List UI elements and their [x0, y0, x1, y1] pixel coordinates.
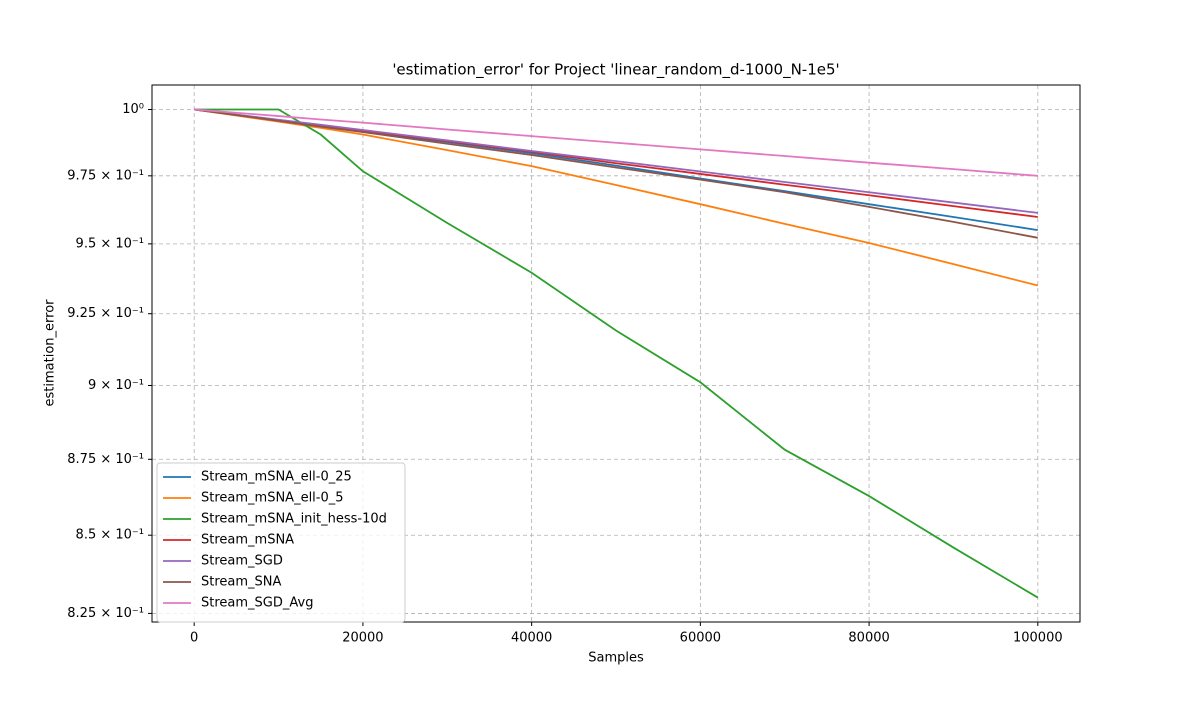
- x-tick-label: 100000: [1013, 631, 1063, 646]
- legend-label: Stream_SNA: [201, 575, 282, 590]
- series-line: [194, 108, 1038, 177]
- legend-label: Stream_mSNA_ell-0_25: [201, 470, 352, 485]
- y-axis-label: estimation_error: [43, 299, 58, 407]
- x-tick-label: 40000: [511, 631, 552, 646]
- y-tick-label: 9 × 10⁻¹: [88, 378, 144, 393]
- y-tick-label: 8.25 × 10⁻¹: [67, 606, 144, 621]
- legend-label: Stream_mSNA_ell-0_5: [201, 491, 344, 506]
- legend-label: Stream_mSNA: [201, 533, 294, 548]
- y-tick-label: 8.75 × 10⁻¹: [67, 452, 144, 467]
- x-tick-label: 60000: [680, 631, 721, 646]
- y-tick-label: 10⁰: [122, 102, 144, 117]
- x-axis-label: Samples: [588, 651, 644, 666]
- series-line: [194, 108, 1039, 599]
- x-tick-label: 80000: [848, 631, 889, 646]
- legend-label: Stream_mSNA_init_hess-10d: [201, 512, 387, 527]
- y-tick-label: 9.75 × 10⁻¹: [67, 168, 144, 183]
- legend-label: Stream_SGD_Avg: [201, 596, 313, 611]
- series-line: [194, 108, 1038, 239]
- series-line: [194, 108, 1039, 287]
- chart-title: 'estimation_error' for Project 'linear_r…: [392, 61, 839, 80]
- plot-frame: [151, 84, 1081, 623]
- legend-box: [156, 462, 406, 623]
- x-tick-label: 0: [190, 631, 198, 646]
- y-tick-label: 9.5 × 10⁻¹: [76, 236, 144, 251]
- series-line: [194, 108, 1038, 214]
- x-tick-label: 20000: [342, 631, 383, 646]
- y-tick-label: 9.25 × 10⁻¹: [67, 306, 144, 321]
- legend-label: Stream_SGD: [201, 554, 283, 569]
- y-tick-label: 8.5 × 10⁻¹: [76, 528, 144, 543]
